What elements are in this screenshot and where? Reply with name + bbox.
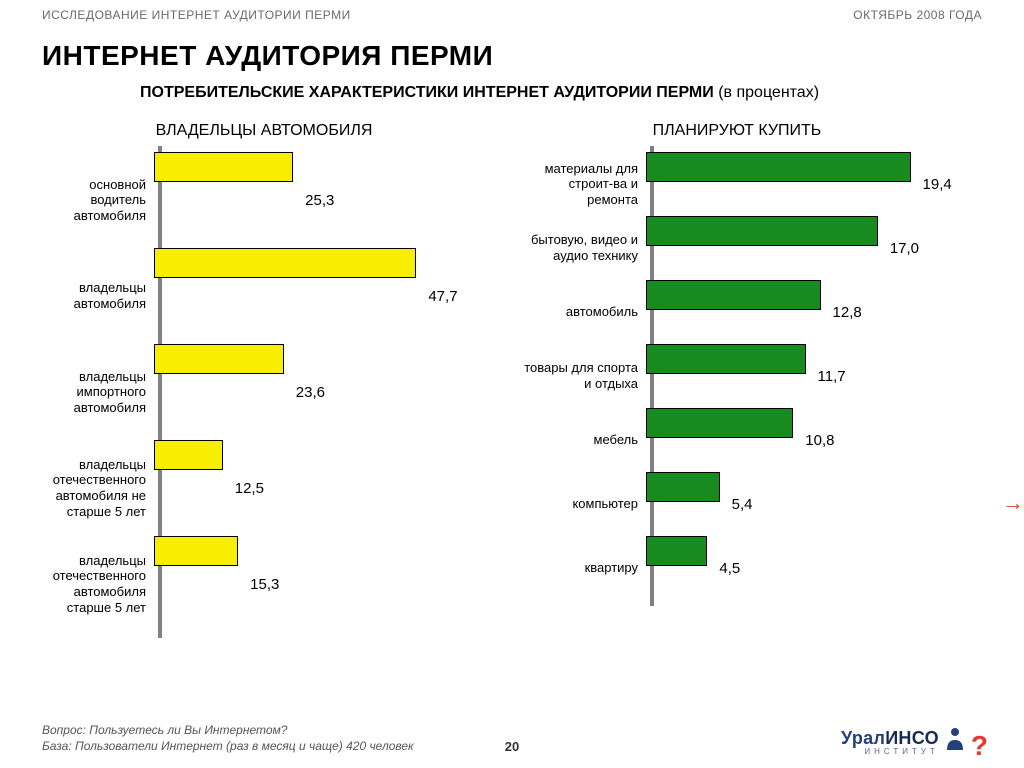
bar: [154, 344, 284, 374]
bar: [646, 472, 720, 502]
subtitle: ПОТРЕБИТЕЛЬСКИЕ ХАРАКТЕРИСТИКИ ИНТЕРНЕТ …: [0, 80, 1024, 106]
logo-part2: ИНСО: [885, 728, 939, 748]
bar: [646, 344, 806, 374]
subtitle-light: (в процентах): [718, 84, 819, 101]
bar-label: бытовую, видео и аудио технику: [518, 232, 646, 263]
bar-value: 12,5: [235, 480, 264, 497]
bar-label: владельцы отечественного автомобиля стар…: [34, 553, 154, 615]
bar-value: 25,3: [305, 192, 334, 209]
page-number: 20: [505, 739, 519, 754]
bar-value: 5,4: [732, 496, 753, 513]
bar: [646, 408, 793, 438]
bar-row: владельцы автомобиля47,7: [162, 248, 498, 344]
bar-label: мебель: [518, 432, 646, 448]
bar: [154, 152, 293, 182]
logo: УралИНСО ИНСТИТУТ ?: [841, 726, 988, 758]
right-chart-title: ПЛАНИРУЮТ КУПИТЬ: [514, 112, 960, 146]
left-chart-title: ВЛАДЕЛЬЦЫ АВТОМОБИЛЯ: [30, 112, 498, 146]
bar-value: 10,8: [805, 432, 834, 449]
subtitle-bold: ПОТРЕБИТЕЛЬСКИЕ ХАРАКТЕРИСТИКИ ИНТЕРНЕТ …: [140, 84, 714, 101]
bar-row: владельцы отечественного автомобиля не с…: [162, 440, 498, 536]
logo-person-icon: [945, 726, 965, 750]
bar-row: товары для спорта и отдыха11,7: [654, 344, 960, 408]
bar-label: автомобиль: [518, 304, 646, 320]
bar-value: 23,6: [296, 384, 325, 401]
bar: [646, 152, 911, 182]
right-chart: ПЛАНИРУЮТ КУПИТЬ материалы для строит-ва…: [514, 112, 960, 638]
header-bar: ИССЛЕДОВАНИЕ ИНТЕРНЕТ АУДИТОРИИ ПЕРМИ ОК…: [0, 0, 1024, 26]
bar-row: автомобиль12,8: [654, 280, 960, 344]
bar: [154, 536, 238, 566]
header-right: ОКТЯБРЬ 2008 ГОДА: [853, 8, 982, 22]
bar-label: товары для спорта и отдыха: [518, 360, 646, 391]
bar-value: 17,0: [890, 240, 919, 257]
next-arrow-icon[interactable]: →: [1002, 490, 1024, 516]
bar-value: 12,8: [833, 304, 862, 321]
bar: [154, 440, 223, 470]
bar-row: квартиру4,5: [654, 536, 960, 600]
page-title: ИНТЕРНЕТ АУДИТОРИЯ ПЕРМИ: [0, 26, 1024, 80]
bar-label: владельцы импортного автомобиля: [34, 369, 154, 416]
bar-label: владельцы отечественного автомобиля не с…: [34, 457, 154, 519]
logo-main: УралИНСО: [841, 728, 939, 749]
bar-label: владельцы автомобиля: [34, 280, 154, 311]
bar: [646, 536, 707, 566]
bar: [154, 248, 416, 278]
bar-value: 11,7: [818, 368, 846, 385]
bar-label: материалы для строит-ва и ремонта: [518, 161, 646, 208]
charts-container: ВЛАДЕЛЬЦЫ АВТОМОБИЛЯ основной водитель а…: [0, 106, 1024, 638]
bar: [646, 280, 821, 310]
bar-row: компьютер5,4: [654, 472, 960, 536]
logo-part1: Урал: [841, 728, 885, 748]
bar-row: основной водитель автомобиля25,3: [162, 152, 498, 248]
left-chart: ВЛАДЕЛЬЦЫ АВТОМОБИЛЯ основной водитель а…: [30, 112, 498, 638]
bar-row: мебель10,8: [654, 408, 960, 472]
bar-value: 19,4: [923, 176, 952, 193]
logo-question-icon: ?: [971, 730, 988, 762]
bar-row: материалы для строит-ва и ремонта19,4: [654, 152, 960, 216]
bar-label: квартиру: [518, 560, 646, 576]
bar-value: 47,7: [428, 288, 457, 305]
bar-label: основной водитель автомобиля: [34, 177, 154, 224]
bar-row: бытовую, видео и аудио технику17,0: [654, 216, 960, 280]
bar-row: владельцы отечественного автомобиля стар…: [162, 536, 498, 632]
bar-value: 4,5: [719, 560, 740, 577]
bar: [646, 216, 878, 246]
bar-row: владельцы импортного автомобиля23,6: [162, 344, 498, 440]
bar-value: 15,3: [250, 576, 279, 593]
header-left: ИССЛЕДОВАНИЕ ИНТЕРНЕТ АУДИТОРИИ ПЕРМИ: [42, 8, 351, 22]
bar-label: компьютер: [518, 496, 646, 512]
